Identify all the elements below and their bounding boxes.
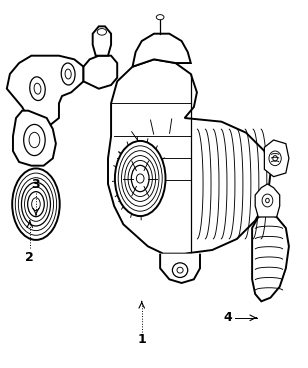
Ellipse shape	[24, 124, 45, 156]
Ellipse shape	[115, 141, 165, 216]
Ellipse shape	[18, 178, 54, 231]
Text: 2: 2	[26, 251, 34, 264]
Ellipse shape	[136, 174, 144, 183]
Ellipse shape	[156, 15, 164, 20]
Ellipse shape	[125, 156, 156, 201]
Ellipse shape	[12, 169, 60, 240]
Ellipse shape	[121, 151, 159, 206]
Ellipse shape	[32, 198, 40, 210]
Polygon shape	[83, 56, 117, 89]
Ellipse shape	[131, 165, 149, 192]
Text: 1: 1	[137, 333, 146, 346]
Polygon shape	[13, 111, 56, 166]
Polygon shape	[108, 59, 270, 254]
Text: 3: 3	[32, 177, 40, 191]
Polygon shape	[160, 254, 200, 283]
Ellipse shape	[262, 194, 273, 207]
Polygon shape	[93, 26, 111, 56]
Polygon shape	[255, 184, 280, 217]
Ellipse shape	[34, 83, 41, 94]
Ellipse shape	[265, 198, 269, 203]
Ellipse shape	[269, 151, 281, 166]
Ellipse shape	[172, 263, 188, 277]
Ellipse shape	[28, 192, 44, 217]
Ellipse shape	[128, 160, 152, 197]
Ellipse shape	[273, 156, 278, 161]
Ellipse shape	[22, 183, 51, 226]
Ellipse shape	[29, 132, 40, 148]
Polygon shape	[132, 34, 191, 67]
Ellipse shape	[25, 187, 47, 221]
Ellipse shape	[15, 173, 57, 235]
Ellipse shape	[97, 29, 107, 35]
Ellipse shape	[61, 63, 75, 85]
Ellipse shape	[30, 77, 45, 100]
Ellipse shape	[177, 267, 183, 273]
Ellipse shape	[118, 146, 162, 211]
Polygon shape	[264, 140, 289, 177]
Text: 4: 4	[223, 311, 232, 324]
Polygon shape	[7, 56, 83, 125]
Polygon shape	[252, 213, 289, 301]
Ellipse shape	[65, 69, 71, 79]
